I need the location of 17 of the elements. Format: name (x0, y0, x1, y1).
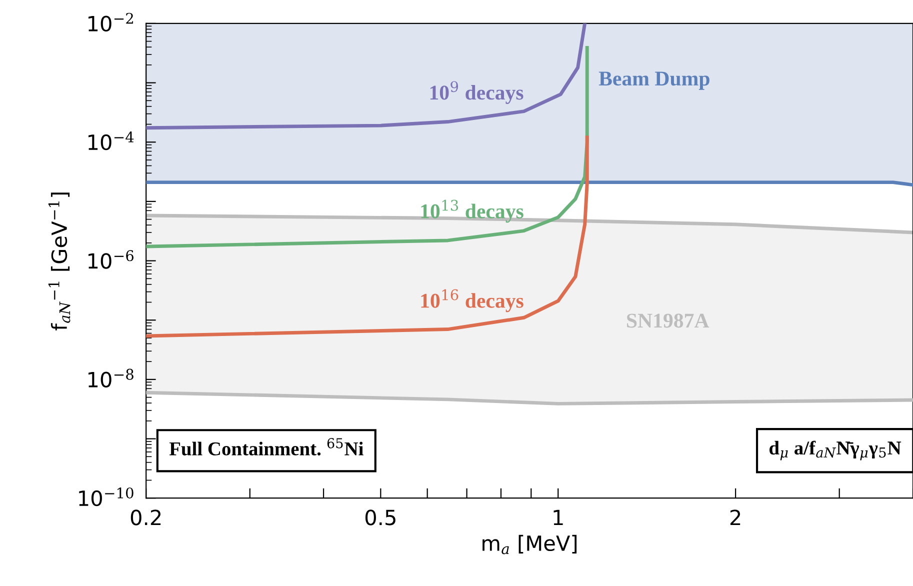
text: d$_{μ}$ a/f$_{aN}$N̄γ$_{μ}$γ$_{5}$N (769, 440, 902, 460)
annotation: Full Containment. $^{65}$Ni (169, 438, 364, 456)
series-label: 10$^{13}$ decays (421, 200, 524, 223)
y-tick-label: 10$^{−2}$ (88, 12, 133, 32)
x-tick-label: 0.5 (365, 510, 396, 526)
band-label: Beam Dump (598, 72, 710, 90)
y-axis-title: f$_{aN}$$^{−1}$ [GeV$^{−1}$] (48, 192, 70, 330)
x-tick-label: 2 (730, 510, 740, 526)
y-tick-label: 10$^{−8}$ (88, 368, 134, 388)
y-tick-label: 10$^{−4}$ (88, 131, 134, 150)
x-axis-title: m$_{a}$ [MeV] (482, 534, 577, 554)
series-label: 10$^{9}$ decays (430, 81, 524, 104)
series-label: 10$^{16}$ decays (421, 289, 524, 312)
y-tick-label: 10$^{−10}$ (79, 487, 134, 506)
y-tick-label: 10$^{−6}$ (88, 250, 134, 269)
x-tick-label: 1 (554, 510, 563, 526)
x-tick-label: 0.2 (130, 510, 161, 526)
